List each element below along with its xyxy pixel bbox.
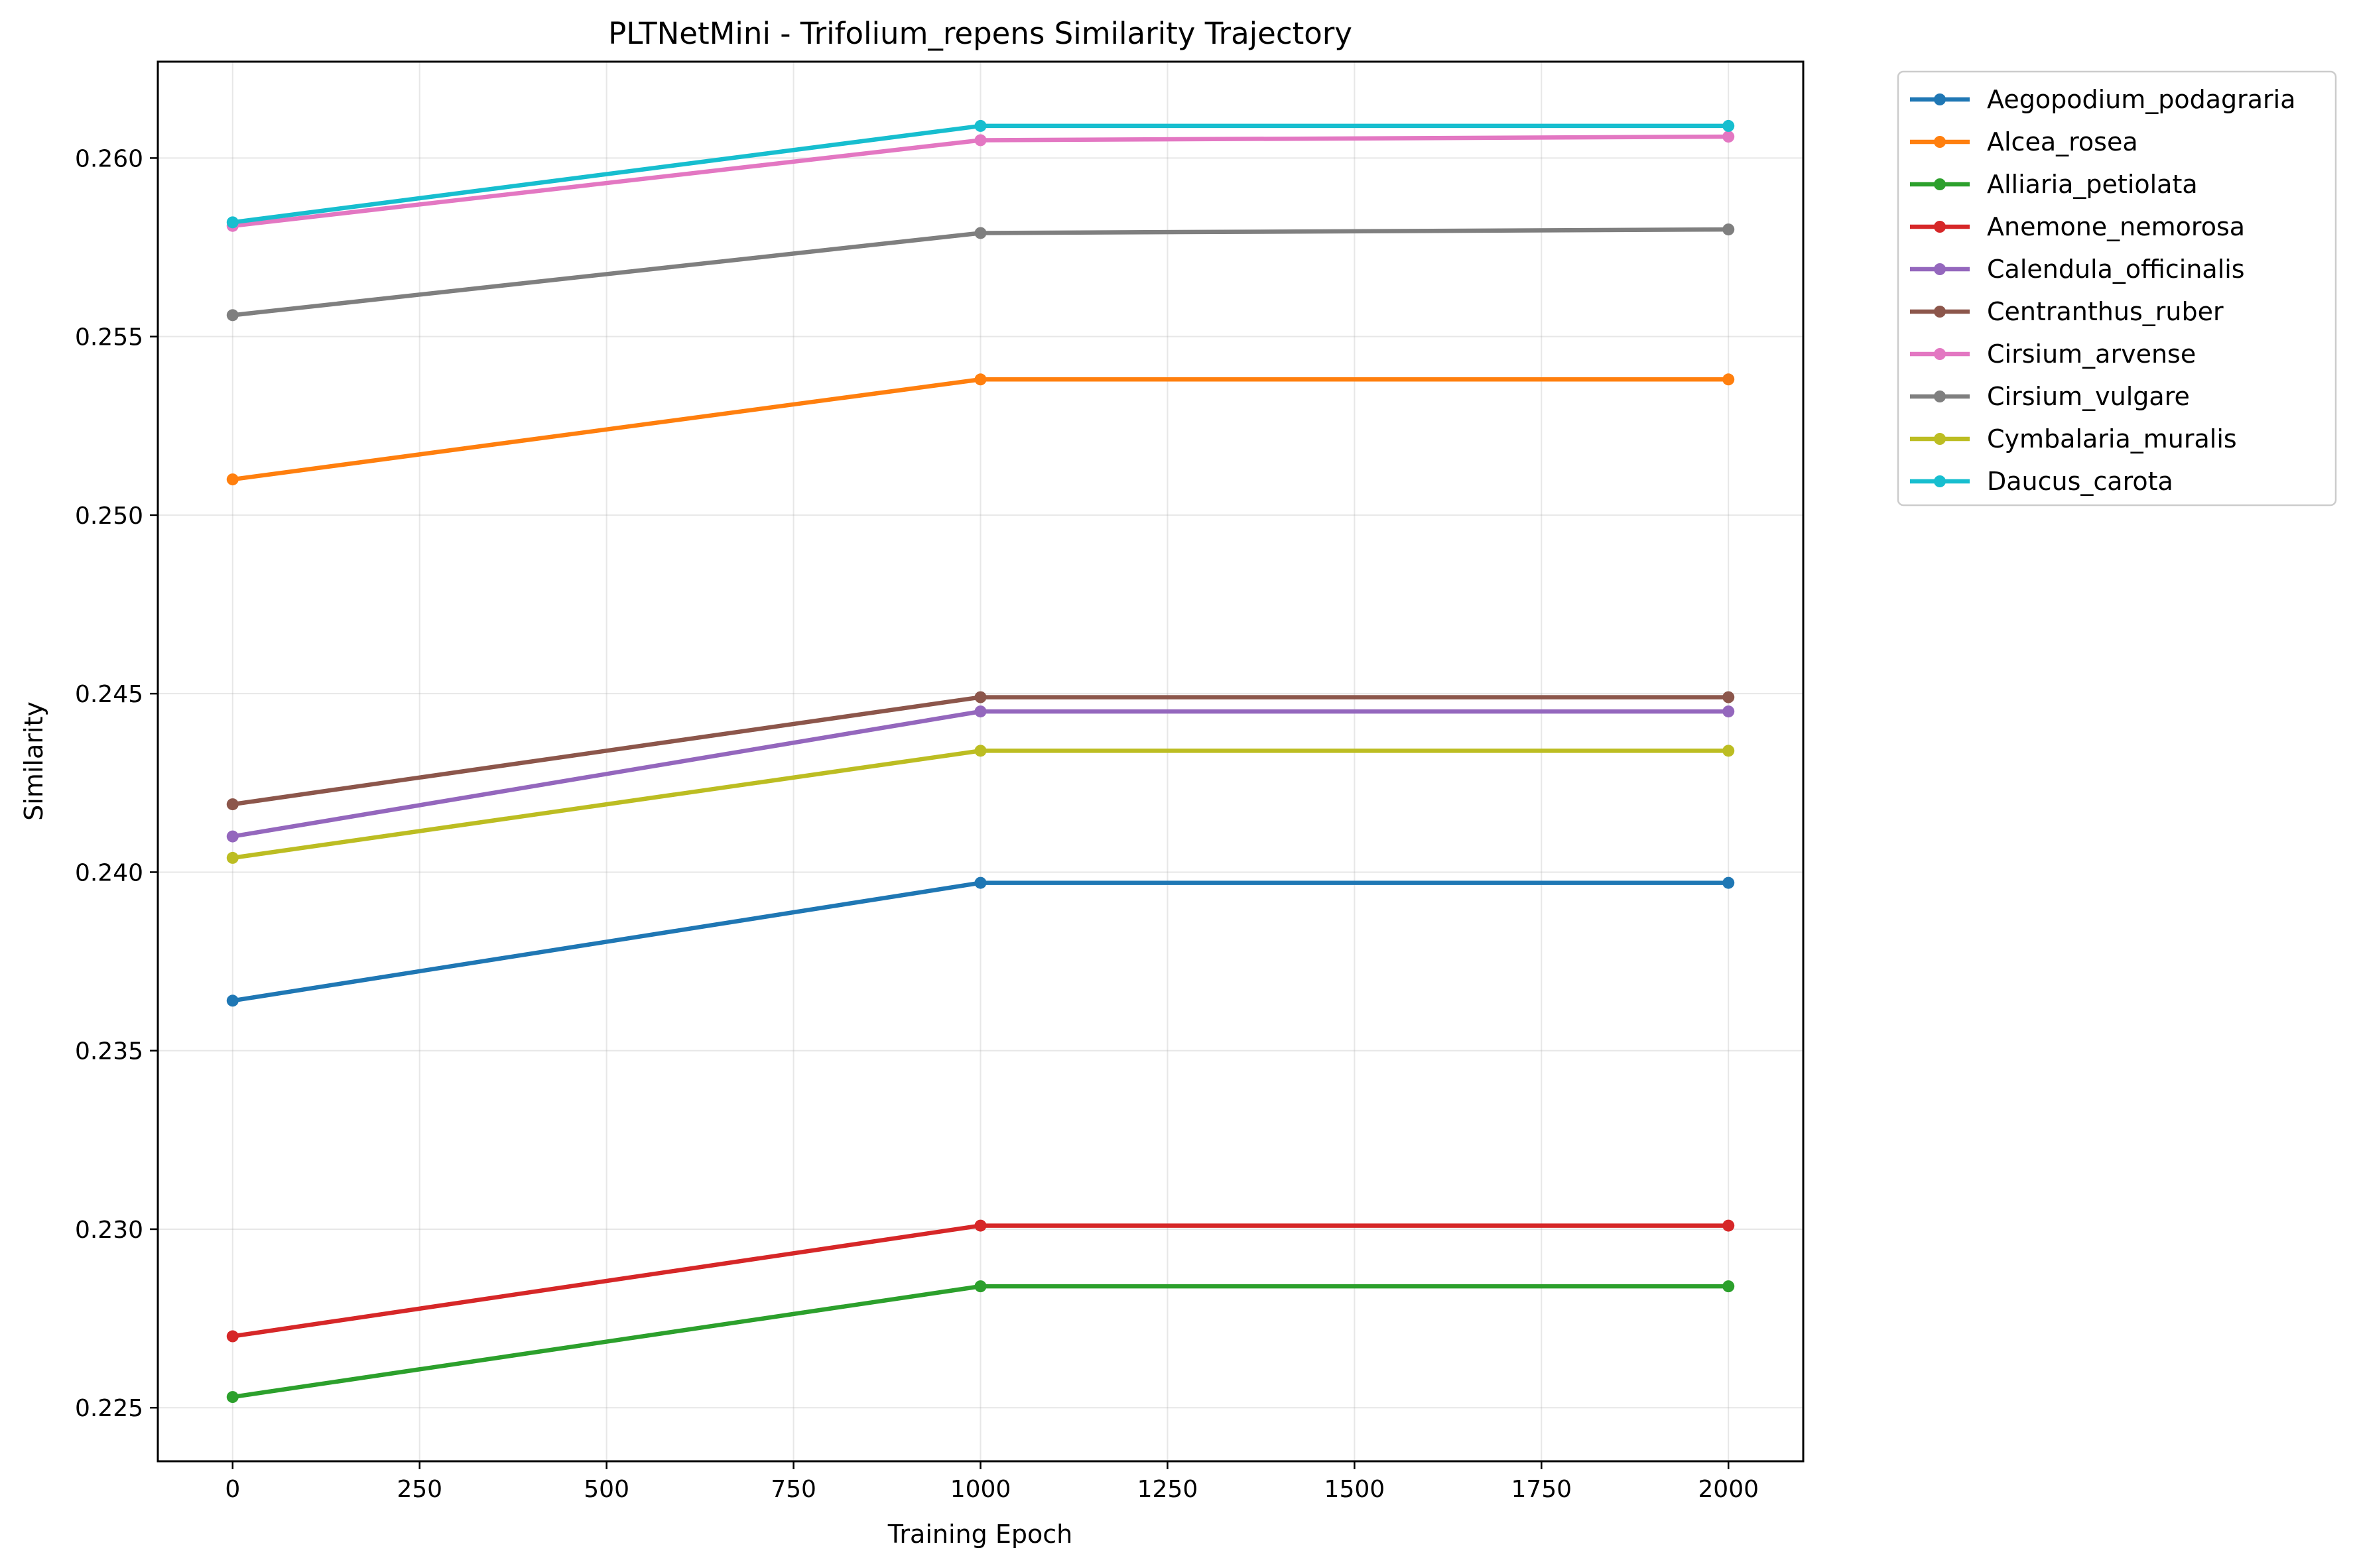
legend-swatch-marker <box>1934 475 1946 487</box>
legend-swatch-marker <box>1934 306 1946 318</box>
y-axis: 0.225 0.230 0.235 0.240 0.245 0.250 0.255 0.260 <box>75 145 158 1422</box>
legend-label: Cirsium_vulgare <box>1987 382 2190 411</box>
data-point <box>1722 119 1735 132</box>
data-point <box>1722 1219 1735 1232</box>
x-tick-label: 1000 <box>950 1476 1011 1503</box>
series-centranthus-ruber <box>226 691 1735 811</box>
legend: Aegopodium_podagraria Alcea_rosea Alliaria… <box>1897 70 2337 507</box>
legend-swatch-marker <box>1934 93 1946 105</box>
legend-box <box>1897 70 2337 507</box>
data-point <box>1722 705 1735 718</box>
data-point <box>974 876 987 889</box>
x-tick-label: 500 <box>584 1476 629 1503</box>
data-point <box>974 1280 987 1293</box>
legend-label: Calendula_officinalis <box>1987 255 2245 284</box>
legend-item: Daucus_carota <box>1910 467 2173 496</box>
series-layer <box>226 119 1735 1404</box>
y-tick-label: 0.250 <box>75 503 143 530</box>
chart-title: PLTNetMini - Trifolium_repens Similarity… <box>608 16 1352 51</box>
data-point <box>974 705 987 718</box>
data-point <box>226 830 239 843</box>
data-point <box>974 745 987 757</box>
data-point <box>974 227 987 239</box>
y-tick-label: 0.230 <box>75 1217 143 1244</box>
series-daucus-carota <box>226 119 1735 229</box>
legend-item: Cirsium_vulgare <box>1910 382 2190 411</box>
data-point <box>1722 373 1735 386</box>
legend-swatch-marker <box>1934 178 1946 190</box>
data-point <box>226 798 239 811</box>
legend-item: Cymbalaria_muralis <box>1910 424 2237 453</box>
data-point <box>1722 691 1735 703</box>
series-calendula-officinalis <box>226 705 1735 843</box>
data-point <box>974 373 987 386</box>
legend-label: Alliaria_petiolata <box>1987 170 2198 199</box>
x-tick-label: 1750 <box>1511 1476 1572 1503</box>
data-point <box>226 309 239 322</box>
data-point <box>226 216 239 229</box>
series-cymbalaria-muralis <box>226 745 1735 864</box>
plot-area <box>157 60 1805 1463</box>
x-tick-label: 750 <box>771 1476 816 1503</box>
legend-swatch-marker <box>1934 221 1946 233</box>
series-cirsium-vulgare <box>226 223 1735 322</box>
legend-item: Alliaria_petiolata <box>1910 170 2198 199</box>
legend-item: Calendula_officinalis <box>1910 255 2245 284</box>
legend-label: Aegopodium_podagraria <box>1987 85 2296 114</box>
legend-label: Alcea_rosea <box>1987 127 2138 156</box>
data-point <box>226 1391 239 1404</box>
legend-label: Anemone_nemorosa <box>1987 212 2245 241</box>
x-tick-label: 250 <box>397 1476 442 1503</box>
data-point <box>1722 223 1735 236</box>
series-alcea-rosea <box>226 373 1735 486</box>
x-axis-label: Training Epoch <box>887 1520 1072 1549</box>
data-point <box>1722 131 1735 143</box>
x-tick-label: 0 <box>225 1476 240 1503</box>
data-point <box>226 851 239 864</box>
legend-item: Cirsium_arvense <box>1910 339 2196 369</box>
y-tick-label: 0.235 <box>75 1038 143 1065</box>
data-point <box>974 119 987 132</box>
y-tick-label: 0.260 <box>75 145 143 172</box>
data-point <box>1722 876 1735 889</box>
data-point <box>974 134 987 147</box>
y-tick-label: 0.255 <box>75 324 143 351</box>
data-point <box>226 1330 239 1343</box>
series-anemone-nemorosa <box>226 1219 1735 1343</box>
legend-item: Alcea_rosea <box>1910 127 2138 156</box>
legend-swatch-marker <box>1934 263 1946 275</box>
legend-label: Centranthus_ruber <box>1987 297 2224 326</box>
data-point <box>226 473 239 486</box>
legend-label: Cirsium_arvense <box>1987 339 2196 369</box>
legend-swatch-marker <box>1934 136 1946 148</box>
legend-item: Aegopodium_podagraria <box>1910 85 2296 114</box>
legend-item: Anemone_nemorosa <box>1910 212 2245 241</box>
y-tick-label: 0.225 <box>75 1395 143 1422</box>
legend-item: Centranthus_ruber <box>1910 297 2224 326</box>
legend-label: Cymbalaria_muralis <box>1987 424 2237 453</box>
legend-label: Daucus_carota <box>1987 467 2173 496</box>
y-axis-label: Similarity <box>19 701 48 821</box>
legend-swatch-marker <box>1934 391 1946 402</box>
data-point <box>1722 745 1735 757</box>
y-tick-label: 0.240 <box>75 859 143 886</box>
legend-swatch-marker <box>1934 433 1946 445</box>
data-point <box>974 1219 987 1232</box>
x-axis: 0 250 500 750 1000 1250 1500 1750 2000 <box>225 1461 1759 1503</box>
series-alliaria-petiolata <box>226 1280 1735 1404</box>
y-tick-label: 0.245 <box>75 681 143 708</box>
x-tick-label: 1500 <box>1324 1476 1385 1503</box>
x-tick-label: 1250 <box>1137 1476 1198 1503</box>
data-point <box>226 995 239 1007</box>
legend-items: Aegopodium_podagraria Alcea_rosea Alliaria… <box>1910 85 2296 496</box>
data-point <box>974 691 987 703</box>
series-aegopodium-podagraria <box>226 876 1735 1007</box>
data-point <box>1722 1280 1735 1293</box>
x-tick-label: 2000 <box>1698 1476 1759 1503</box>
legend-swatch-marker <box>1934 348 1946 360</box>
